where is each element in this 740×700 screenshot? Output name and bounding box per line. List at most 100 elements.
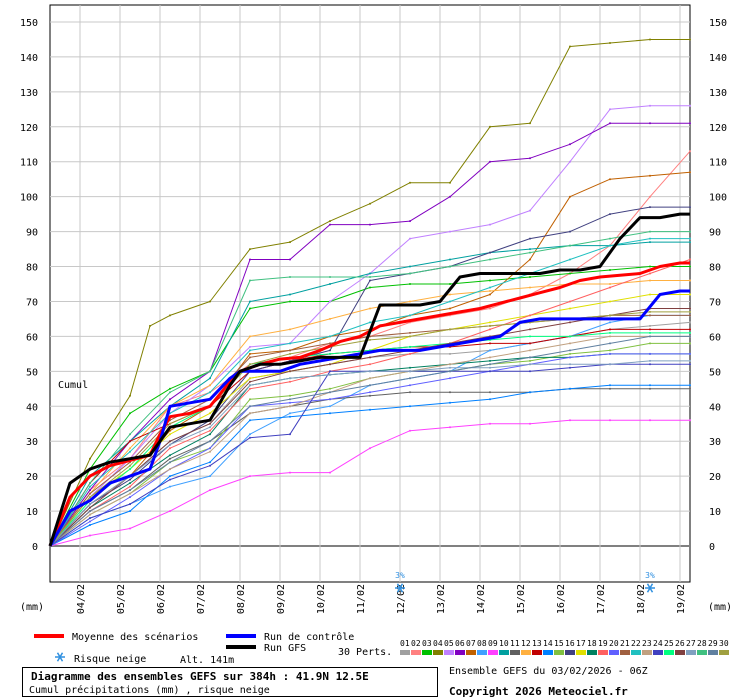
series-point-24 — [329, 370, 331, 373]
series-point-28 — [89, 482, 91, 485]
y-tick-label-left: 10 — [26, 507, 38, 518]
series-point-11 — [409, 391, 411, 394]
series-point-11 — [369, 394, 371, 397]
y-tick-label-left: 70 — [26, 297, 38, 308]
series-point-04 — [289, 241, 291, 244]
pert-swatch — [664, 650, 674, 655]
y-tick-label-left: 20 — [26, 472, 38, 483]
x-tick-label: 07/02 — [196, 584, 207, 614]
series-point-30 — [249, 363, 251, 366]
series-point-02 — [689, 150, 691, 153]
pert-swatch — [620, 650, 630, 655]
series-point-15 — [249, 398, 251, 401]
series-point-12 — [689, 279, 691, 282]
series-point-04 — [449, 181, 451, 184]
pert-number: 16 — [565, 639, 575, 648]
chart-grid — [49, 4, 691, 583]
series-point-10 — [529, 248, 531, 251]
pert-swatch — [543, 650, 553, 655]
series-point-04 — [409, 181, 411, 184]
series-point-07 — [449, 307, 451, 310]
series-point-13 — [609, 328, 611, 331]
series-point-14 — [129, 510, 131, 513]
series-point-05 — [689, 104, 691, 107]
series-point-27 — [489, 366, 491, 369]
y-tick-label-right: 0 — [709, 542, 715, 553]
series-point-22 — [449, 300, 451, 303]
series-point-23 — [169, 468, 171, 471]
pert-swatch — [521, 650, 531, 655]
series-point-04 — [649, 38, 651, 41]
pert-number: 25 — [664, 639, 674, 648]
series-point-10 — [289, 293, 291, 296]
y-tick-label-right: 130 — [709, 88, 727, 99]
run-info: Ensemble GEFS du 03/02/2026 - 06Z — [449, 666, 648, 677]
series-point-18 — [489, 359, 491, 362]
series-point-18 — [409, 366, 411, 369]
series-point-15 — [609, 349, 611, 352]
series-point-29 — [289, 398, 291, 401]
y-tick-label-left: 120 — [20, 123, 38, 134]
y-tick-label-right: 120 — [709, 123, 727, 134]
series-point-28 — [449, 265, 451, 268]
series-point-08 — [329, 405, 331, 408]
pert-number: 19 — [598, 639, 608, 648]
series-point-29 — [409, 377, 411, 380]
pert-number: 03 — [422, 639, 432, 648]
series-point-08 — [609, 321, 611, 324]
series-point-12 — [409, 300, 411, 303]
series-point-20 — [89, 520, 91, 523]
series-point-18 — [209, 433, 211, 436]
series-point-26 — [209, 422, 211, 425]
series-point-04 — [249, 248, 251, 251]
y-tick-label-right: 50 — [709, 367, 721, 378]
series-point-25 — [609, 331, 611, 334]
y-tick-label-right: 100 — [709, 193, 727, 204]
pert-number: 06 — [455, 639, 465, 648]
pert-swatch — [466, 650, 476, 655]
series-point-20 — [649, 352, 651, 355]
series-point-29 — [609, 342, 611, 345]
series-point-25 — [529, 335, 531, 338]
series-point-16 — [609, 213, 611, 216]
pert-swatch — [477, 650, 487, 655]
series-point-23 — [449, 363, 451, 366]
series-point-14 — [289, 415, 291, 418]
series-point-26 — [249, 380, 251, 383]
series-point-26 — [89, 506, 91, 509]
pert-swatch — [719, 650, 729, 655]
series-point-03 — [449, 283, 451, 285]
pert-swatch — [411, 650, 421, 655]
series-point-07 — [529, 258, 531, 261]
series-point-01 — [449, 352, 451, 355]
series-point-04 — [369, 202, 371, 205]
series-point-24 — [129, 503, 131, 506]
series-point-12 — [329, 317, 331, 320]
series-point-30 — [449, 328, 451, 331]
series-point-06 — [329, 223, 331, 226]
series-point-26 — [329, 363, 331, 366]
series-point-11 — [449, 391, 451, 394]
series-line-04 — [49, 39, 690, 547]
series-point-23 — [129, 492, 131, 495]
series-point-24 — [169, 478, 171, 481]
series-point-09 — [529, 422, 531, 425]
pert-swatch — [565, 650, 575, 655]
series-point-14 — [609, 384, 611, 387]
series-point-25 — [689, 331, 691, 334]
series-point-09 — [689, 419, 691, 422]
series-point-27 — [409, 370, 411, 373]
series-point-09 — [249, 475, 251, 478]
series-point-14 — [369, 408, 371, 411]
series-point-09 — [89, 534, 91, 537]
series-point-23 — [369, 377, 371, 380]
x-tick-label: 18/02 — [636, 584, 647, 614]
y-tick-label-right: 30 — [709, 437, 721, 448]
pert-number: 27 — [686, 639, 696, 648]
series-point-29 — [89, 510, 91, 513]
series-point-30 — [689, 310, 691, 313]
series-point-03 — [409, 283, 411, 285]
caption-subtitle: Cumul précipitations (mm) , risque neige — [29, 685, 270, 696]
y-tick-label-left: 80 — [26, 263, 38, 274]
series-point-19 — [609, 286, 611, 289]
